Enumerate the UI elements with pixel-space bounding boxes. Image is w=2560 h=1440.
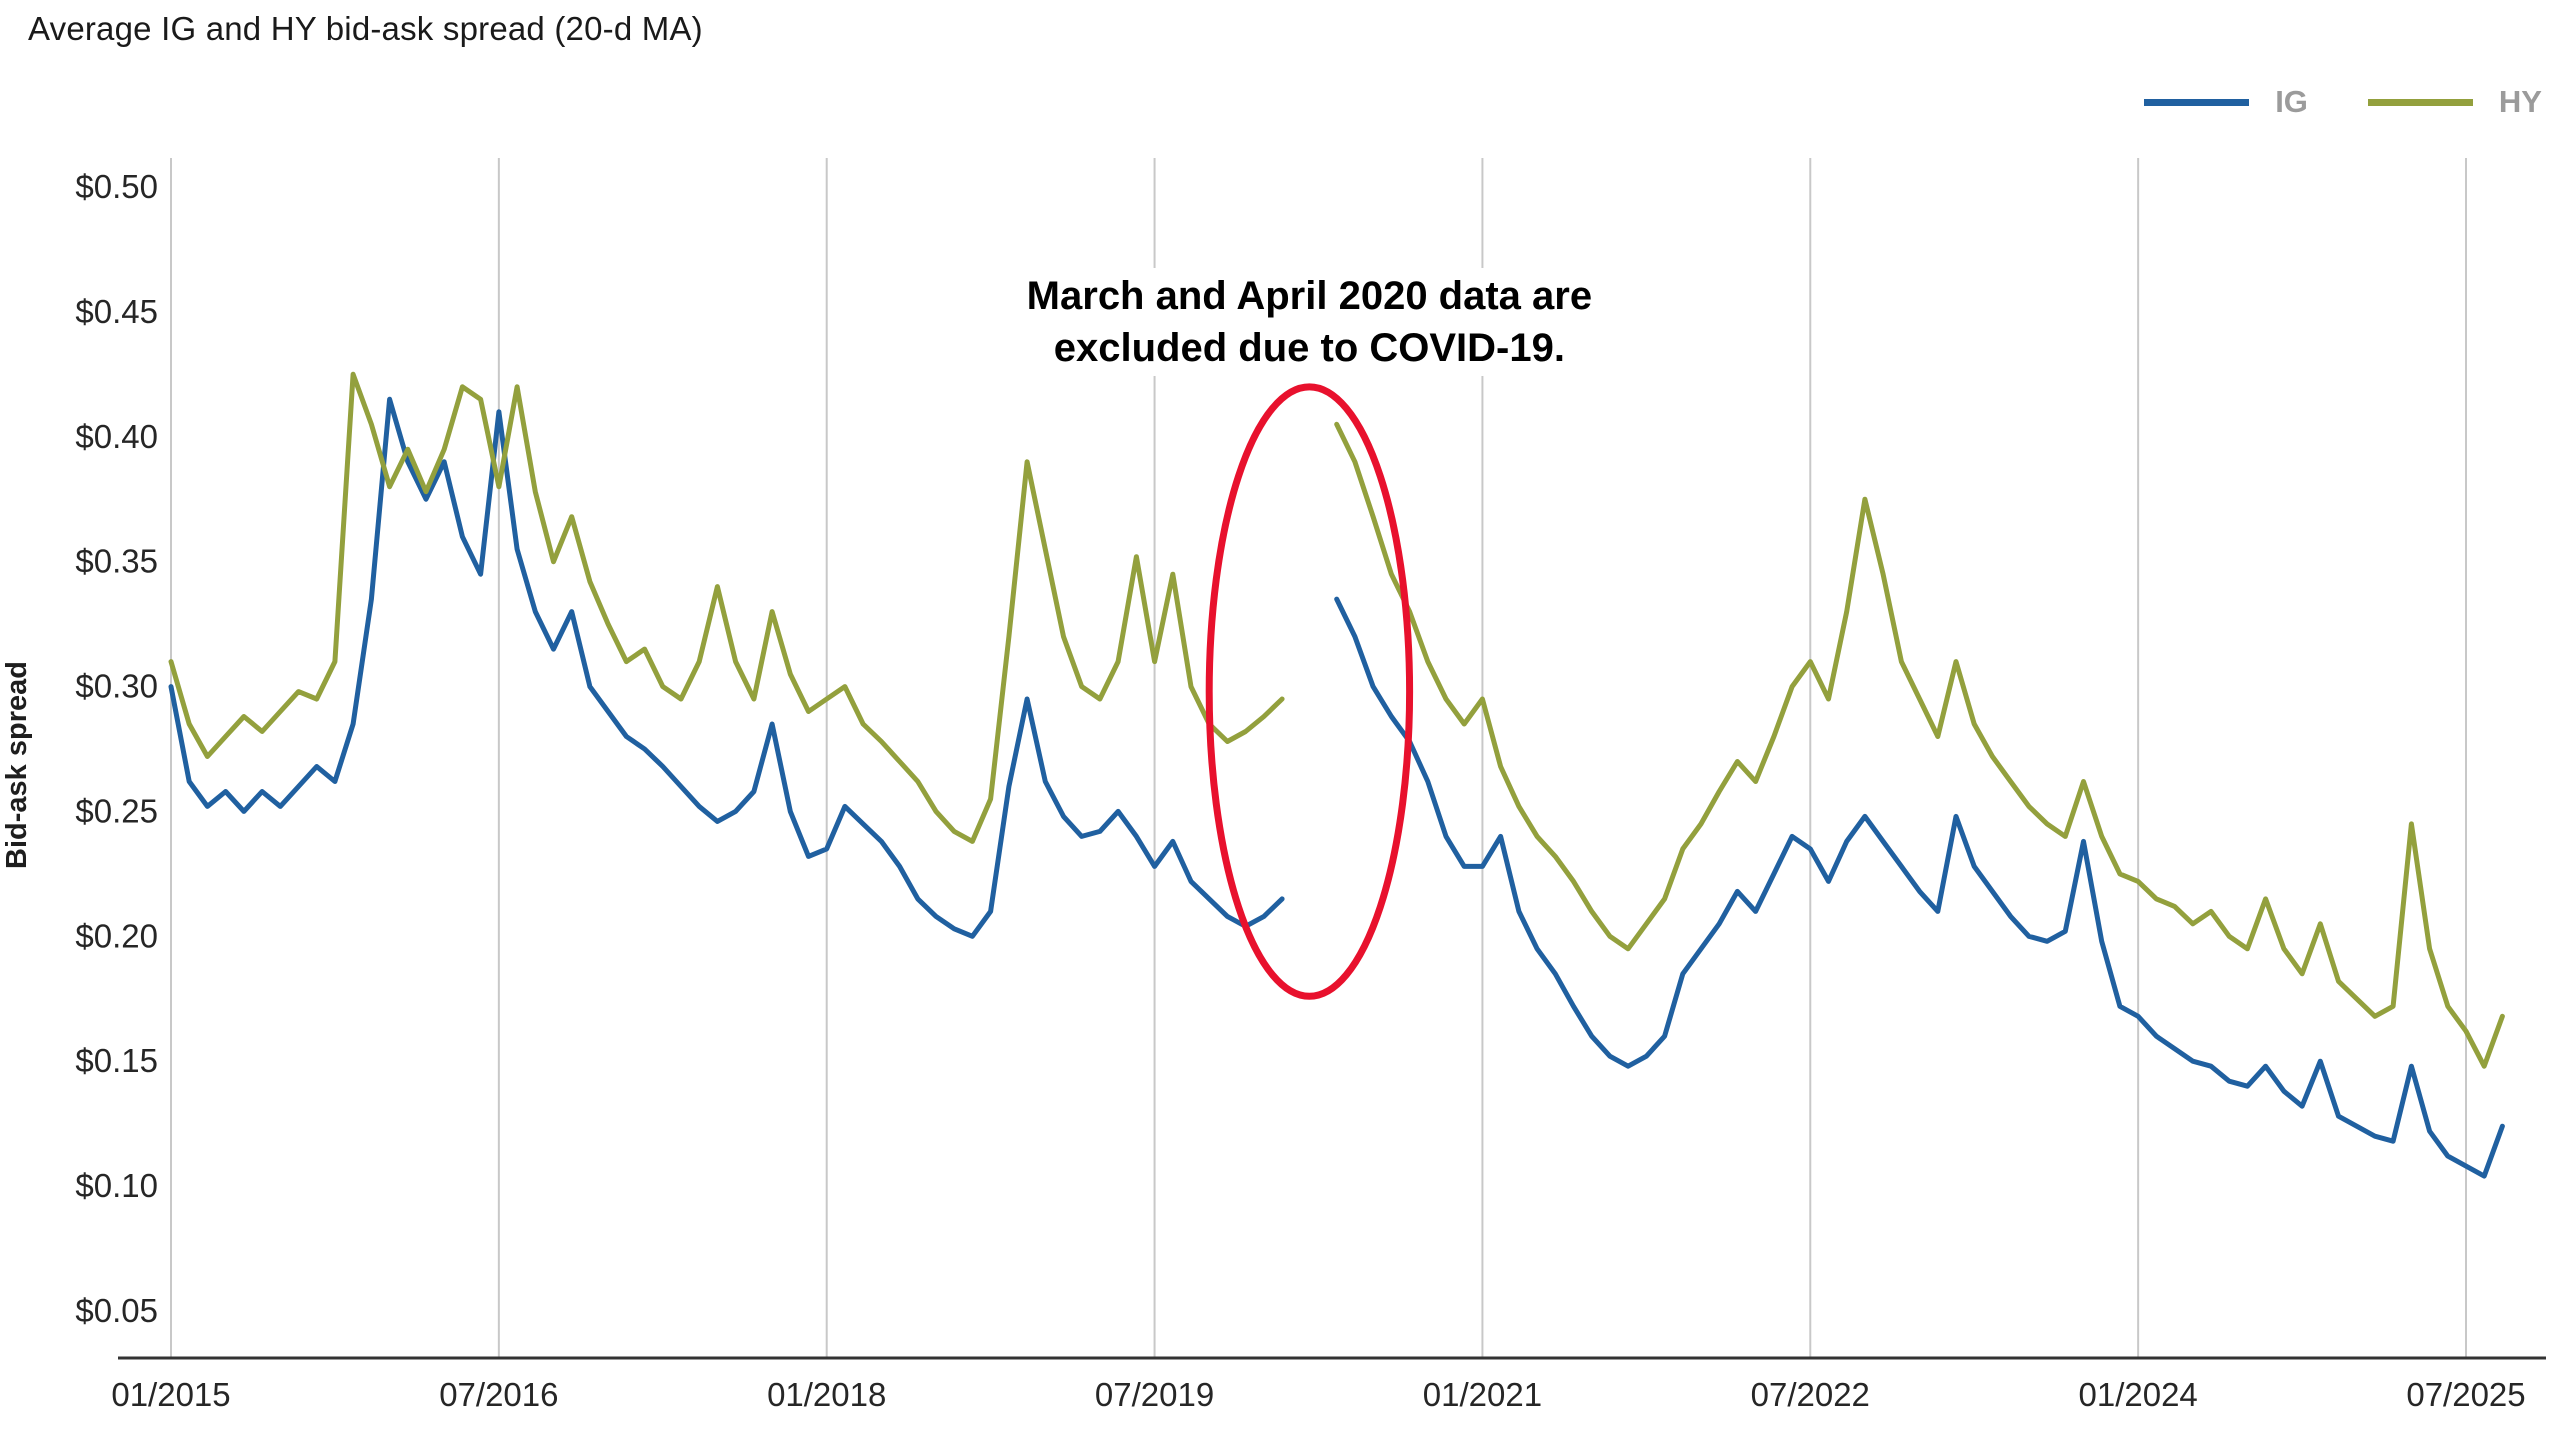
- legend: IG HY: [2144, 84, 2542, 120]
- y-tick-label: $0.25: [75, 792, 158, 829]
- y-tick-label: $0.20: [75, 917, 158, 954]
- x-tick-label: 07/2019: [1095, 1376, 1214, 1413]
- y-tick-label: $0.10: [75, 1167, 158, 1204]
- y-tick-label: $0.45: [75, 293, 158, 330]
- y-tick-label: $0.15: [75, 1042, 158, 1079]
- hy-line: [168, 371, 2505, 1069]
- annotation-line-1: March and April 2020 data are: [1026, 274, 1593, 318]
- legend-label-hy: HY: [2498, 84, 2542, 119]
- ig-line-swatch: [2144, 98, 2250, 106]
- hy-line-swatch: [2367, 98, 2473, 106]
- x-tick-label: 07/2025: [2406, 1376, 2525, 1413]
- annotation-line-2: excluded due to COVID-19.: [1053, 326, 1565, 370]
- legend-item-hy: HY: [2367, 84, 2542, 120]
- chart-title: Average IG and HY bid-ask spread (20-d M…: [28, 10, 703, 47]
- y-tick-label: $0.30: [75, 668, 158, 705]
- x-tick-label: 01/2021: [1423, 1376, 1542, 1413]
- covid-exclusion-ellipse: [1205, 383, 1414, 1000]
- ig-line: [168, 396, 2505, 1179]
- x-tick-label: 01/2015: [111, 1376, 230, 1413]
- x-tick-label: 07/2016: [439, 1376, 558, 1413]
- y-tick-label: $0.50: [75, 168, 158, 205]
- covid-annotation: March and April 2020 data are excluded d…: [1008, 268, 1611, 376]
- x-tick-label: 01/2018: [767, 1376, 886, 1413]
- y-tick-label: $0.05: [75, 1292, 158, 1329]
- x-tick-label: 01/2024: [2078, 1376, 2197, 1413]
- legend-label-ig: IG: [2275, 84, 2308, 119]
- legend-item-ig: IG: [2144, 84, 2308, 120]
- y-tick-label: $0.40: [75, 418, 158, 455]
- x-tick-label: 07/2022: [1751, 1376, 1870, 1413]
- y-tick-label: $0.35: [75, 543, 158, 580]
